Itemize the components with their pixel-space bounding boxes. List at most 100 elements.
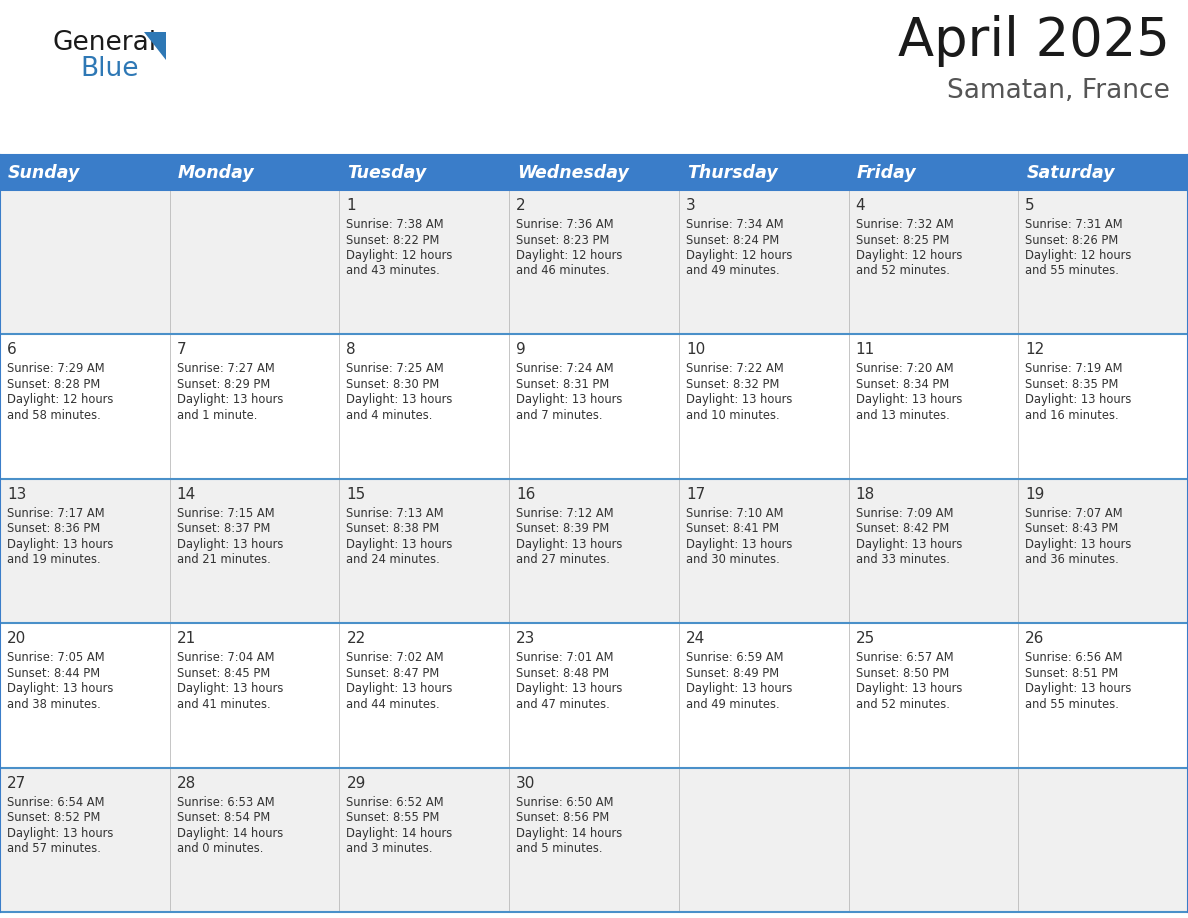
Text: Sunrise: 7:05 AM: Sunrise: 7:05 AM <box>7 651 105 665</box>
Bar <box>0 155 170 190</box>
Text: and 52 minutes.: and 52 minutes. <box>855 264 949 277</box>
Text: Daylight: 13 hours: Daylight: 13 hours <box>685 682 792 695</box>
Text: Sunday: Sunday <box>8 163 81 182</box>
Text: Sunset: 8:42 PM: Sunset: 8:42 PM <box>855 522 949 535</box>
Text: and 58 minutes.: and 58 minutes. <box>7 409 101 422</box>
Text: 17: 17 <box>685 487 706 502</box>
Text: and 36 minutes.: and 36 minutes. <box>1025 554 1119 566</box>
Text: Sunset: 8:52 PM: Sunset: 8:52 PM <box>7 812 100 824</box>
Text: Daylight: 13 hours: Daylight: 13 hours <box>1025 682 1132 695</box>
Text: Daylight: 12 hours: Daylight: 12 hours <box>1025 249 1132 262</box>
Text: Sunset: 8:39 PM: Sunset: 8:39 PM <box>516 522 609 535</box>
Text: 14: 14 <box>177 487 196 502</box>
Text: and 30 minutes.: and 30 minutes. <box>685 554 779 566</box>
Text: Daylight: 13 hours: Daylight: 13 hours <box>1025 538 1132 551</box>
Text: and 21 minutes.: and 21 minutes. <box>177 554 271 566</box>
Text: 23: 23 <box>516 632 536 646</box>
Text: Sunrise: 7:24 AM: Sunrise: 7:24 AM <box>516 363 614 375</box>
Text: Thursday: Thursday <box>687 163 778 182</box>
Text: Sunset: 8:31 PM: Sunset: 8:31 PM <box>516 378 609 391</box>
Text: and 27 minutes.: and 27 minutes. <box>516 554 609 566</box>
Text: Daylight: 13 hours: Daylight: 13 hours <box>516 538 623 551</box>
Text: and 55 minutes.: and 55 minutes. <box>1025 698 1119 711</box>
Text: Sunrise: 7:36 AM: Sunrise: 7:36 AM <box>516 218 614 231</box>
Text: Daylight: 13 hours: Daylight: 13 hours <box>347 682 453 695</box>
Text: Daylight: 13 hours: Daylight: 13 hours <box>347 538 453 551</box>
Text: Sunset: 8:22 PM: Sunset: 8:22 PM <box>347 233 440 247</box>
Text: Sunrise: 7:07 AM: Sunrise: 7:07 AM <box>1025 507 1123 520</box>
Text: Sunset: 8:34 PM: Sunset: 8:34 PM <box>855 378 949 391</box>
Text: Sunset: 8:56 PM: Sunset: 8:56 PM <box>516 812 609 824</box>
Text: 11: 11 <box>855 342 874 357</box>
Text: 29: 29 <box>347 776 366 790</box>
Text: Daylight: 13 hours: Daylight: 13 hours <box>855 538 962 551</box>
Text: Sunrise: 6:57 AM: Sunrise: 6:57 AM <box>855 651 953 665</box>
Text: Sunrise: 6:56 AM: Sunrise: 6:56 AM <box>1025 651 1123 665</box>
Text: and 5 minutes.: and 5 minutes. <box>516 842 602 855</box>
Bar <box>1018 155 1188 190</box>
Text: 12: 12 <box>1025 342 1044 357</box>
Text: Sunset: 8:51 PM: Sunset: 8:51 PM <box>1025 666 1119 679</box>
Text: 15: 15 <box>347 487 366 502</box>
Text: 6: 6 <box>7 342 17 357</box>
Text: Daylight: 12 hours: Daylight: 12 hours <box>347 249 453 262</box>
Text: and 10 minutes.: and 10 minutes. <box>685 409 779 422</box>
Text: and 49 minutes.: and 49 minutes. <box>685 698 779 711</box>
Text: 30: 30 <box>516 776 536 790</box>
Text: Daylight: 13 hours: Daylight: 13 hours <box>685 394 792 407</box>
Text: Saturday: Saturday <box>1026 163 1114 182</box>
Text: Sunset: 8:29 PM: Sunset: 8:29 PM <box>177 378 270 391</box>
Text: and 43 minutes.: and 43 minutes. <box>347 264 441 277</box>
Text: Blue: Blue <box>80 56 139 82</box>
Text: Sunrise: 7:27 AM: Sunrise: 7:27 AM <box>177 363 274 375</box>
Text: and 57 minutes.: and 57 minutes. <box>7 842 101 855</box>
Text: and 3 minutes.: and 3 minutes. <box>347 842 432 855</box>
Bar <box>678 155 848 190</box>
Text: Sunrise: 7:22 AM: Sunrise: 7:22 AM <box>685 363 784 375</box>
Text: Friday: Friday <box>857 163 916 182</box>
Text: Sunrise: 7:12 AM: Sunrise: 7:12 AM <box>516 507 614 520</box>
Text: Sunset: 8:26 PM: Sunset: 8:26 PM <box>1025 233 1119 247</box>
Text: 8: 8 <box>347 342 356 357</box>
Text: Sunrise: 7:31 AM: Sunrise: 7:31 AM <box>1025 218 1123 231</box>
Text: and 4 minutes.: and 4 minutes. <box>347 409 432 422</box>
Text: Sunset: 8:43 PM: Sunset: 8:43 PM <box>1025 522 1119 535</box>
Text: 3: 3 <box>685 198 696 213</box>
Text: Sunset: 8:35 PM: Sunset: 8:35 PM <box>1025 378 1119 391</box>
Text: Sunrise: 7:13 AM: Sunrise: 7:13 AM <box>347 507 444 520</box>
Text: Daylight: 14 hours: Daylight: 14 hours <box>177 826 283 840</box>
Bar <box>0 479 1188 623</box>
Text: Sunrise: 7:29 AM: Sunrise: 7:29 AM <box>7 363 105 375</box>
Text: Sunrise: 7:15 AM: Sunrise: 7:15 AM <box>177 507 274 520</box>
Text: Sunset: 8:47 PM: Sunset: 8:47 PM <box>347 666 440 679</box>
Text: Sunrise: 7:25 AM: Sunrise: 7:25 AM <box>347 363 444 375</box>
Text: and 1 minute.: and 1 minute. <box>177 409 257 422</box>
Text: and 52 minutes.: and 52 minutes. <box>855 698 949 711</box>
Bar <box>340 155 510 190</box>
Text: and 55 minutes.: and 55 minutes. <box>1025 264 1119 277</box>
Text: Sunrise: 7:02 AM: Sunrise: 7:02 AM <box>347 651 444 665</box>
Text: Sunset: 8:24 PM: Sunset: 8:24 PM <box>685 233 779 247</box>
Text: 18: 18 <box>855 487 874 502</box>
Text: 21: 21 <box>177 632 196 646</box>
Text: Sunrise: 6:54 AM: Sunrise: 6:54 AM <box>7 796 105 809</box>
Text: and 44 minutes.: and 44 minutes. <box>347 698 440 711</box>
Text: Sunset: 8:25 PM: Sunset: 8:25 PM <box>855 233 949 247</box>
Text: 28: 28 <box>177 776 196 790</box>
Text: Sunrise: 7:20 AM: Sunrise: 7:20 AM <box>855 363 953 375</box>
Text: Sunrise: 6:50 AM: Sunrise: 6:50 AM <box>516 796 614 809</box>
Text: Daylight: 12 hours: Daylight: 12 hours <box>855 249 962 262</box>
Text: 16: 16 <box>516 487 536 502</box>
Text: Sunrise: 7:09 AM: Sunrise: 7:09 AM <box>855 507 953 520</box>
Text: 1: 1 <box>347 198 356 213</box>
Text: 2: 2 <box>516 198 526 213</box>
Text: Sunset: 8:50 PM: Sunset: 8:50 PM <box>855 666 949 679</box>
Text: Daylight: 13 hours: Daylight: 13 hours <box>177 538 283 551</box>
Text: Samatan, France: Samatan, France <box>947 78 1170 104</box>
Text: 10: 10 <box>685 342 706 357</box>
Text: Sunset: 8:41 PM: Sunset: 8:41 PM <box>685 522 779 535</box>
Text: Sunrise: 7:17 AM: Sunrise: 7:17 AM <box>7 507 105 520</box>
Bar <box>0 190 1188 334</box>
Text: Sunrise: 6:59 AM: Sunrise: 6:59 AM <box>685 651 783 665</box>
Text: and 33 minutes.: and 33 minutes. <box>855 554 949 566</box>
